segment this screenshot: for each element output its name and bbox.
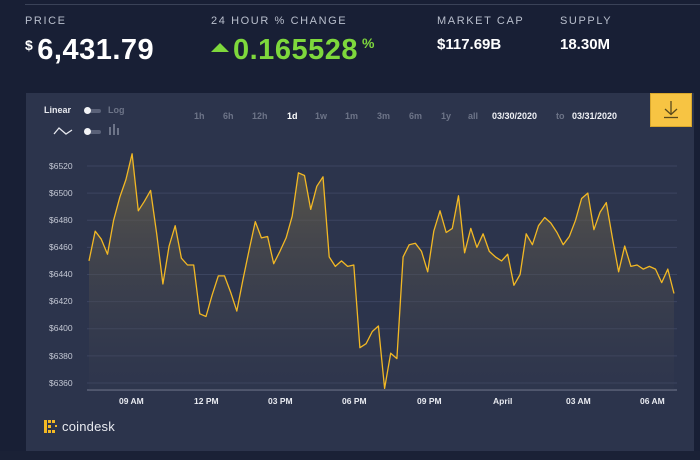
range-1d[interactable]: 1d [287, 111, 298, 121]
price-area [89, 153, 674, 390]
range-1y[interactable]: 1y [441, 111, 452, 121]
currency-symbol: $ [25, 37, 34, 53]
price-label: PRICE [25, 15, 67, 27]
range-1w[interactable]: 1w [315, 111, 328, 121]
price-chart[interactable] [26, 93, 694, 413]
price-amount: 6,431.79 [37, 34, 155, 66]
up-arrow-icon [211, 42, 229, 52]
change-amount: 0.165528 [233, 34, 358, 66]
range-1h[interactable]: 1h [194, 111, 205, 121]
x-tick: 03 PM [268, 396, 293, 406]
scale-toggle[interactable] [84, 107, 101, 114]
top-divider [25, 4, 700, 5]
x-tick: 06 PM [342, 396, 367, 406]
percent-symbol: % [361, 35, 375, 51]
bar-chart-icon[interactable] [109, 124, 121, 136]
scale-log-option[interactable]: Log [108, 105, 125, 115]
scale-linear-option[interactable]: Linear [44, 105, 72, 115]
supply-value: 18.30M [560, 36, 611, 53]
y-tick: $6460 [49, 242, 73, 252]
y-tick: $6420 [49, 296, 73, 306]
x-tick: April [493, 396, 513, 406]
x-tick: 03 AM [566, 396, 591, 406]
x-tick: 06 AM [640, 396, 665, 406]
y-tick: $6400 [49, 323, 73, 333]
range-3m[interactable]: 3m [377, 111, 391, 121]
date-from-input[interactable]: 03/30/2020 [492, 111, 538, 121]
supply-label: SUPPLY [560, 15, 613, 27]
chart-type-toggle[interactable] [84, 128, 101, 135]
x-tick: 09 AM [119, 396, 144, 406]
range-1m[interactable]: 1m [345, 111, 359, 121]
change-label: 24 HOUR % CHANGE [211, 15, 348, 27]
line-chart-icon[interactable] [53, 126, 73, 136]
range-6m[interactable]: 6m [409, 111, 423, 121]
download-button[interactable] [650, 93, 692, 127]
chart-panel: Linear Log 1h 6h 12h 1d 1w 1m 3m 6m 1y a… [26, 93, 694, 453]
range-12h[interactable]: 12h [252, 111, 268, 121]
download-icon [664, 101, 678, 119]
bottom-band [0, 451, 700, 460]
y-tick: $6360 [49, 378, 73, 388]
y-tick: $6500 [49, 188, 73, 198]
x-tick: 12 PM [194, 396, 219, 406]
date-to-input[interactable]: 03/31/2020 [572, 111, 618, 121]
coindesk-logo-icon [44, 420, 57, 433]
market-cap-value: $117.69B [437, 36, 502, 53]
price-line [88, 153, 675, 390]
range-all[interactable]: all [468, 111, 479, 121]
price-value: $6,431.79 [25, 34, 154, 67]
y-tick: $6480 [49, 215, 73, 225]
x-tick: 09 PM [417, 396, 442, 406]
y-tick: $6520 [49, 161, 73, 171]
y-tick: $6440 [49, 269, 73, 279]
market-cap-label: MARKET CAP [437, 15, 525, 27]
range-6h[interactable]: 6h [223, 111, 234, 121]
y-tick: $6380 [49, 351, 73, 361]
date-to-label: to [556, 111, 565, 121]
change-value: 0.165528% [211, 34, 375, 67]
brand-name: coindesk [62, 419, 115, 434]
